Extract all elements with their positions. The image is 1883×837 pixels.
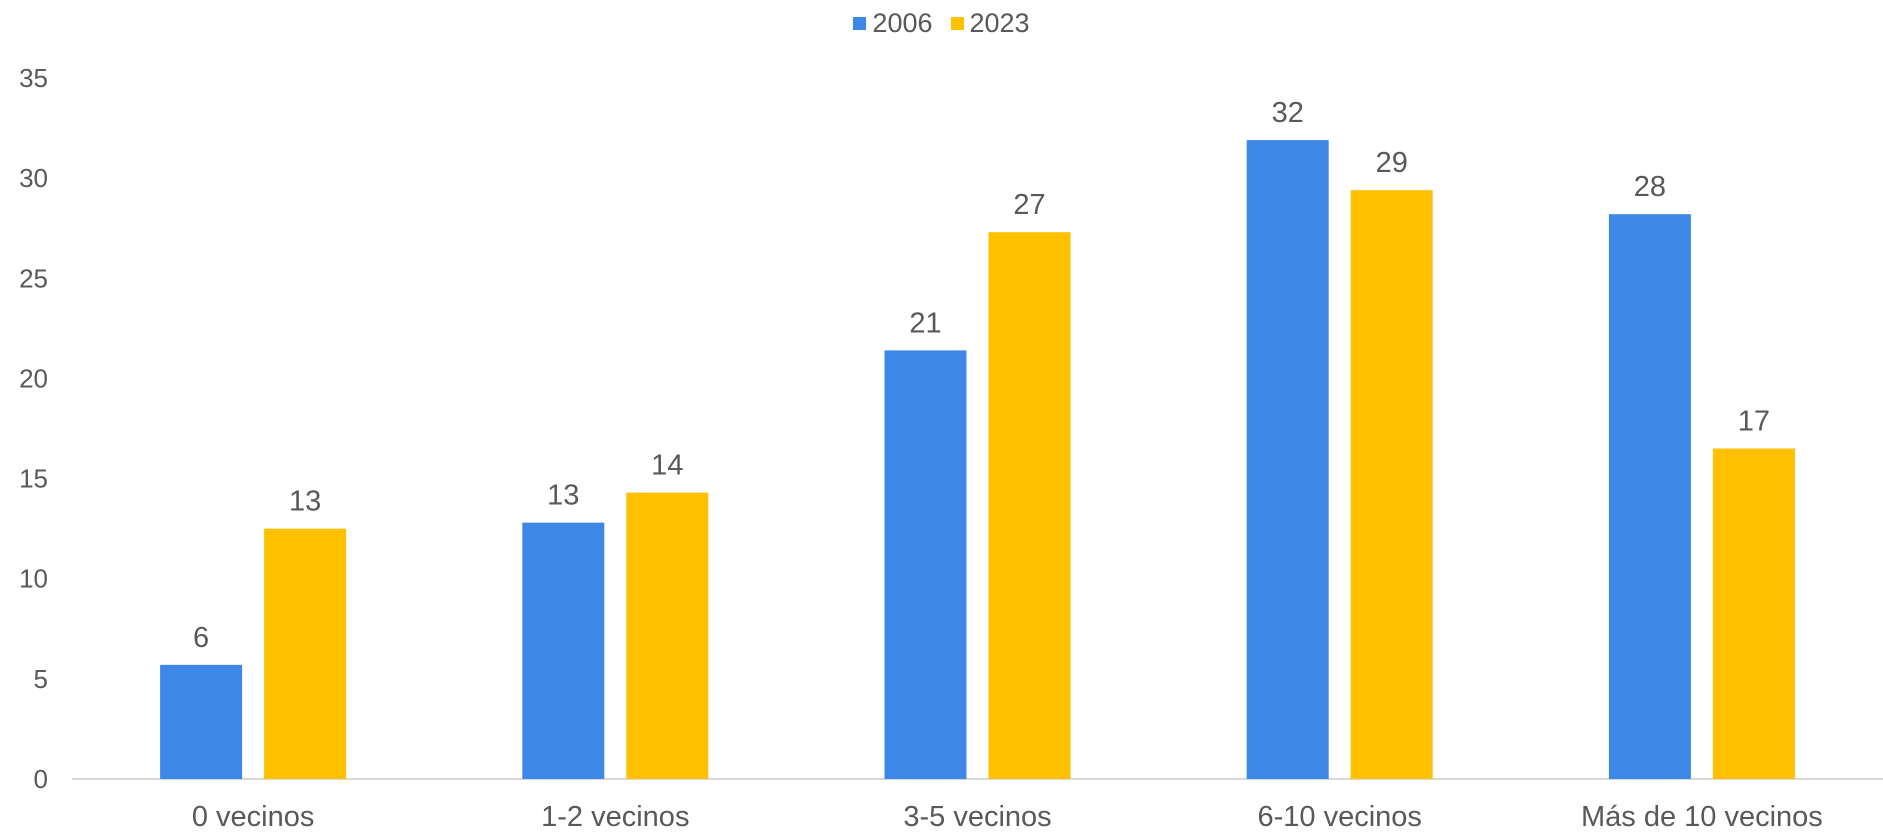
y-tick-label: 10 [19,564,48,594]
bar-2006-4 [1246,140,1329,780]
data-label-2006: 13 [547,480,579,512]
y-tick-label: 25 [19,263,48,293]
data-label-2006: 6 [193,622,209,654]
data-label-2023: 14 [651,450,683,482]
x-tick-label: 3-5 vecinos [903,801,1051,832]
bar-2006-3 [884,350,967,779]
legend-label-2006: 2006 [872,8,933,38]
y-tick-label: 15 [19,464,48,494]
data-label-2023: 27 [1013,189,1045,221]
x-tick-label: 1-2 vecinos [541,801,689,832]
legend-swatch-2023 [950,17,964,30]
y-tick-label: 5 [34,664,48,694]
bar-2006-2 [522,522,605,779]
data-label-2023: 29 [1376,147,1408,179]
legend-label-2023: 2023 [969,8,1030,38]
y-tick-label: 30 [19,163,48,193]
data-label-2023: 17 [1738,406,1770,438]
bar-2023-4 [1350,190,1433,779]
bar-2006-1 [160,664,243,779]
y-tick-label: 0 [34,764,48,794]
y-tick-label: 35 [19,63,48,93]
legend-item-2006: 2006 [853,8,933,39]
data-label-2006: 28 [1634,171,1666,203]
bar-2023-5 [1712,448,1795,779]
x-tick-label: Más de 10 vecinos [1581,801,1823,832]
data-label-2006: 32 [1272,97,1304,129]
bar-2023-2 [626,492,709,779]
x-tick-label: 0 vecinos [192,801,315,832]
bar-2023-3 [988,232,1071,780]
data-label-2023: 13 [289,486,321,518]
bar-2023-1 [264,528,347,779]
bar-2006-5 [1608,214,1691,780]
legend-item-2023: 2023 [950,8,1030,39]
legend-swatch-2006 [853,17,867,30]
data-label-2006: 21 [909,307,941,339]
x-tick-label: 6-10 vecinos [1257,801,1421,832]
y-tick-label: 20 [19,363,48,393]
legend: 2006 2023 [0,8,1883,39]
